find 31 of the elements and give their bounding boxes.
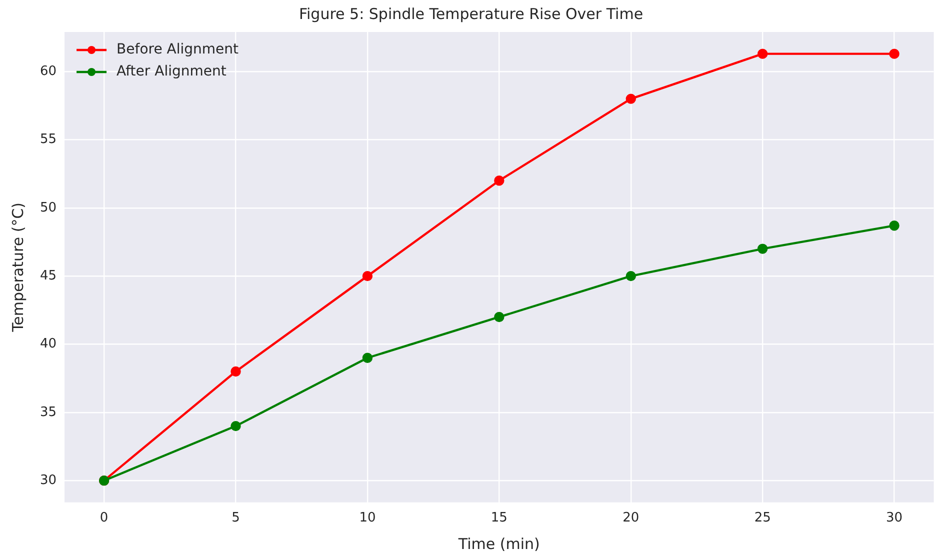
point [230, 420, 241, 432]
y-tick-label: 55 [40, 132, 57, 148]
point [362, 352, 373, 363]
x-tick-label: 30 [886, 510, 903, 526]
legend-label: After Alignment [116, 64, 227, 80]
point [494, 312, 504, 322]
y-tick-label: 60 [40, 64, 57, 79]
point [757, 244, 768, 254]
point [889, 220, 900, 231]
y-tick-label: 35 [40, 404, 57, 420]
point [230, 366, 241, 377]
x-tick-label: 20 [622, 510, 640, 526]
chart-title: Figure 5: Spindle Temperature Rise Over Time [298, 4, 644, 23]
x-axis-title: Time (min) [457, 534, 540, 553]
x-tick-label: 15 [490, 510, 508, 526]
point [362, 270, 373, 282]
y-axis-title: Temperature (°C) [8, 202, 27, 333]
y-tick-label: 45 [40, 268, 57, 284]
point [889, 48, 900, 59]
point [626, 270, 636, 282]
x-tick-label: 5 [232, 510, 240, 526]
x-tick-label: 10 [359, 510, 376, 526]
y-tick-label: 30 [40, 472, 57, 488]
point [757, 48, 768, 59]
legend-label: Before Alignment [116, 42, 240, 58]
x-tick-label: 0 [100, 510, 108, 526]
y-tick-label: 40 [40, 336, 57, 352]
y-tick-label: 50 [40, 200, 57, 216]
point [626, 94, 636, 104]
x-tick-label: 25 [754, 510, 771, 526]
point [494, 176, 504, 186]
